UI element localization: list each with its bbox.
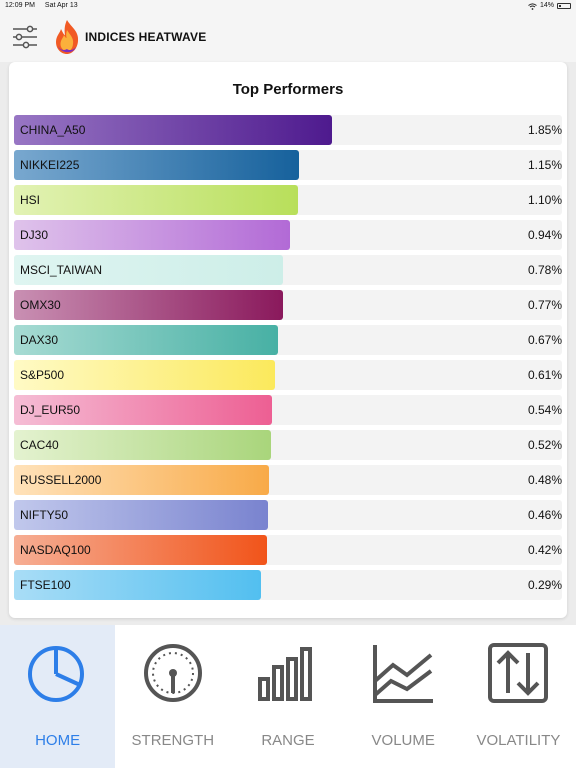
performer-row[interactable]: NASDAQ100 0.42% [14,535,562,565]
performance-bar [14,395,273,425]
tab-label: HOME [35,732,81,749]
performance-bar [14,115,333,145]
index-change-value: 0.78% [527,263,562,277]
wifi-icon [528,2,537,10]
tab-label: RANGE [261,732,315,749]
index-name: OMX30 [20,298,61,312]
flame-logo-icon [56,20,79,54]
up-down-arrows-icon [486,641,550,705]
index-name: DAX30 [20,333,59,347]
performance-bar [14,255,284,285]
performance-bar [14,465,270,495]
performer-row[interactable]: HSI 1.10% [14,185,562,215]
performer-row[interactable]: FTSE100 0.29% [14,570,562,600]
status-bar: 12:09 PM Sat Apr 13 14% [0,0,576,12]
battery-icon [557,3,571,9]
performer-row[interactable]: CHINA_A50 1.85% [14,115,562,145]
performance-bar [14,150,299,180]
performance-bar [14,535,267,565]
tab-home[interactable]: HOME [0,625,116,768]
bar-chart-icon [256,641,320,705]
performer-row[interactable]: RUSSELL2000 0.48% [14,465,562,495]
index-name: NIFTY50 [20,508,69,522]
index-name: RUSSELL2000 [20,473,102,487]
index-change-value: 0.61% [527,368,562,382]
tab-volatility[interactable]: VOLATILITY [461,625,576,768]
tab-volume[interactable]: VOLUME [346,625,461,768]
index-name: NIKKEI225 [20,158,80,172]
performance-bar [14,360,276,390]
index-change-value: 0.67% [527,333,562,347]
index-change-value: 0.46% [527,508,562,522]
performer-row[interactable]: DJ30 0.94% [14,220,562,250]
tab-label: VOLUME [371,732,435,749]
status-date: Sat Apr 13 [44,2,78,9]
index-name: DJ30 [20,228,49,242]
app-title: INDICES HEATWAVE [85,30,207,44]
index-change-value: 0.77% [527,298,562,312]
index-change-value: 1.10% [527,193,562,207]
top-performers-card: Top Performers CHINA_A50 1.85% NIKKEI225 1.… [9,62,567,618]
index-change-value: 0.48% [527,473,562,487]
performance-bar [14,430,271,460]
index-change-value: 1.15% [527,158,562,172]
performer-row[interactable]: DAX30 0.67% [14,325,562,355]
performance-bar [14,220,291,250]
performance-bar [14,290,283,320]
index-change-value: 0.54% [527,403,562,417]
index-name: MSCI_TAIWAN [20,263,103,277]
tab-label: VOLATILITY [476,732,561,749]
bottom-tab-bar: HOME STRENGTH RANGE VOLUME VOLATILITY [0,625,576,768]
pie-chart-icon [26,641,90,705]
tab-label: STRENGTH [131,732,215,749]
status-time: 12:09 PM [5,2,35,9]
index-name: NASDAQ100 [20,543,91,557]
line-chart-icon [371,641,435,705]
card-title: Top Performers [232,81,344,98]
performance-bar [14,185,298,215]
performer-row[interactable]: OMX30 0.77% [14,290,562,320]
performer-row[interactable]: MSCI_TAIWAN 0.78% [14,255,562,285]
index-name: S&P500 [20,368,65,382]
index-name: HSI [20,193,41,207]
index-change-value: 0.52% [527,438,562,452]
performers-list: CHINA_A50 1.85% NIKKEI225 1.15% HSI 1.10% DJ30… [14,115,562,605]
performer-row[interactable]: NIKKEI225 1.15% [14,150,562,180]
performance-bar [14,570,261,600]
performer-row[interactable]: NIFTY50 0.46% [14,500,562,530]
index-name: FTSE100 [20,578,71,592]
index-name: CAC40 [20,438,59,452]
index-change-value: 0.42% [527,543,562,557]
app-header: INDICES HEATWAVE [0,12,576,62]
battery-percent: 14% [539,2,554,9]
performance-bar [14,500,269,530]
performer-row[interactable]: S&P500 0.61% [14,360,562,390]
performer-row[interactable]: CAC40 0.52% [14,430,562,460]
index-change-value: 0.29% [527,578,562,592]
index-change-value: 1.85% [527,123,562,137]
gauge-icon [141,641,205,705]
performance-bar [14,325,279,355]
tab-strength[interactable]: STRENGTH [115,625,230,768]
performer-row[interactable]: DJ_EUR50 0.54% [14,395,562,425]
index-name: CHINA_A50 [20,123,86,137]
index-change-value: 0.94% [527,228,562,242]
index-name: DJ_EUR50 [20,403,81,417]
tab-range[interactable]: RANGE [230,625,345,768]
sliders-icon[interactable] [12,24,38,50]
